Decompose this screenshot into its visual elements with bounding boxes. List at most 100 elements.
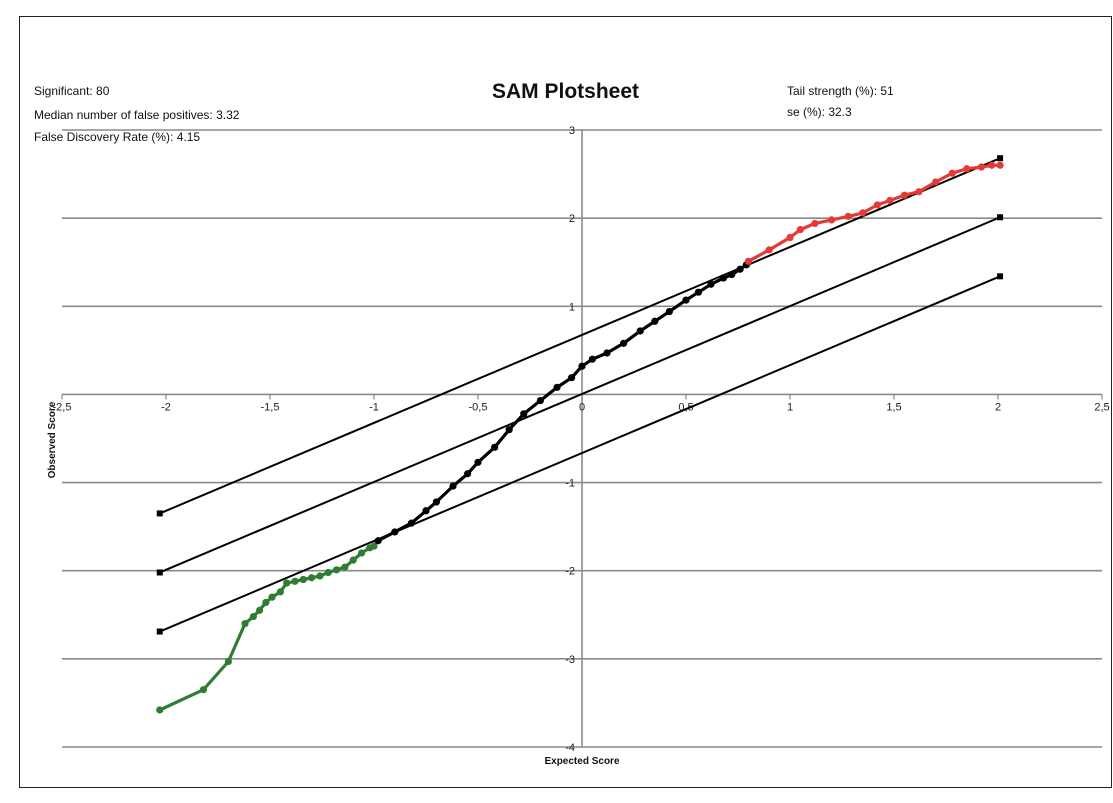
data-point — [811, 219, 819, 228]
data-point — [682, 296, 690, 304]
data-point — [728, 270, 736, 279]
x-tick-label: 2,5 — [1094, 401, 1109, 413]
data-point — [886, 196, 894, 205]
data-point — [432, 498, 440, 506]
data-point — [316, 572, 324, 580]
data-point — [736, 265, 744, 273]
data-point — [765, 246, 773, 254]
data-point — [977, 163, 985, 171]
data-point — [370, 542, 378, 550]
data-point — [915, 188, 923, 196]
data-point — [707, 280, 715, 288]
x-tick-label: -1 — [369, 401, 379, 413]
reference-line — [159, 157, 1001, 515]
data-point — [299, 575, 307, 584]
data-point — [988, 161, 996, 169]
data-point — [744, 257, 753, 265]
reference-line-endpoint — [156, 628, 163, 635]
data-point — [276, 588, 284, 596]
x-tick-label: 1 — [787, 401, 793, 413]
data-point — [520, 410, 528, 418]
significant-count: Significant: 80 — [34, 84, 110, 98]
reference-line-endpoint — [997, 214, 1004, 221]
data-point — [349, 556, 357, 564]
reference-line-endpoint — [156, 510, 163, 517]
data-point — [505, 426, 513, 434]
x-tick-label: 0 — [579, 401, 585, 413]
y-tick-label: -4 — [565, 742, 575, 754]
x-axis-title: Expected Score — [544, 756, 619, 767]
data-point — [422, 507, 430, 515]
x-tick-label: 1,5 — [886, 401, 901, 413]
series-line — [747, 163, 1001, 263]
data-point — [256, 606, 264, 614]
data-point — [449, 482, 457, 490]
data-point — [341, 563, 349, 571]
median-false-positives: Median number of false positives: 3.32 — [34, 108, 240, 122]
chart-title: SAM Plotsheet — [492, 80, 640, 103]
false-discovery-rate: False Discovery Rate (%): 4.15 — [34, 130, 201, 144]
data-point — [786, 233, 794, 242]
data-point — [199, 686, 208, 694]
data-series — [156, 161, 1004, 714]
y-tick-label: 3 — [569, 125, 575, 137]
y-tick-label: 1 — [569, 301, 575, 313]
data-point — [241, 620, 249, 628]
data-point — [407, 519, 416, 527]
standard-error: se (%): 32.3 — [787, 105, 852, 119]
data-point — [588, 355, 597, 363]
data-point — [491, 443, 499, 451]
data-point — [694, 288, 703, 296]
axes — [61, 129, 1103, 748]
data-point — [391, 528, 399, 536]
data-point — [796, 226, 805, 234]
data-point — [578, 362, 586, 370]
data-point — [859, 209, 867, 217]
reference-line — [159, 216, 1001, 574]
data-point — [873, 201, 881, 209]
data-point — [249, 612, 257, 621]
y-tick-label: -1 — [565, 478, 575, 490]
data-point — [900, 191, 909, 199]
x-tick-label: -0,5 — [469, 401, 488, 413]
data-point — [474, 458, 482, 466]
data-point — [156, 706, 164, 714]
y-tick-label: 2 — [569, 213, 575, 225]
data-point — [224, 657, 232, 666]
data-point — [568, 374, 576, 382]
data-point — [357, 549, 366, 557]
data-point — [719, 274, 728, 282]
x-tick-label: -2 — [161, 401, 171, 413]
data-point — [268, 593, 276, 601]
reference-lines — [156, 155, 1004, 635]
data-point — [283, 579, 291, 587]
data-point — [332, 566, 341, 574]
x-tick-label: -1,5 — [261, 401, 280, 413]
data-point — [828, 216, 836, 224]
data-point — [464, 470, 472, 478]
y-tick-label: -3 — [565, 654, 575, 666]
data-point — [665, 307, 673, 316]
tail-strength: Tail strength (%): 51 — [787, 84, 894, 98]
data-point — [620, 339, 628, 347]
data-point — [844, 212, 852, 220]
data-point — [636, 327, 644, 335]
data-point — [262, 598, 270, 607]
data-point — [932, 178, 940, 186]
reference-line-endpoint — [997, 273, 1004, 280]
data-point — [996, 161, 1004, 169]
data-point — [374, 537, 382, 545]
data-point — [651, 317, 659, 325]
x-tick-label: 2 — [995, 401, 1001, 413]
data-point — [536, 396, 545, 405]
reference-line-endpoint — [156, 569, 163, 576]
reference-line-endpoint — [997, 155, 1004, 162]
data-point — [553, 383, 561, 391]
x-tick-label: -2,5 — [53, 401, 72, 413]
reference-line — [159, 275, 1001, 633]
data-point — [308, 574, 316, 582]
series-line — [377, 263, 748, 543]
data-point — [963, 165, 971, 173]
